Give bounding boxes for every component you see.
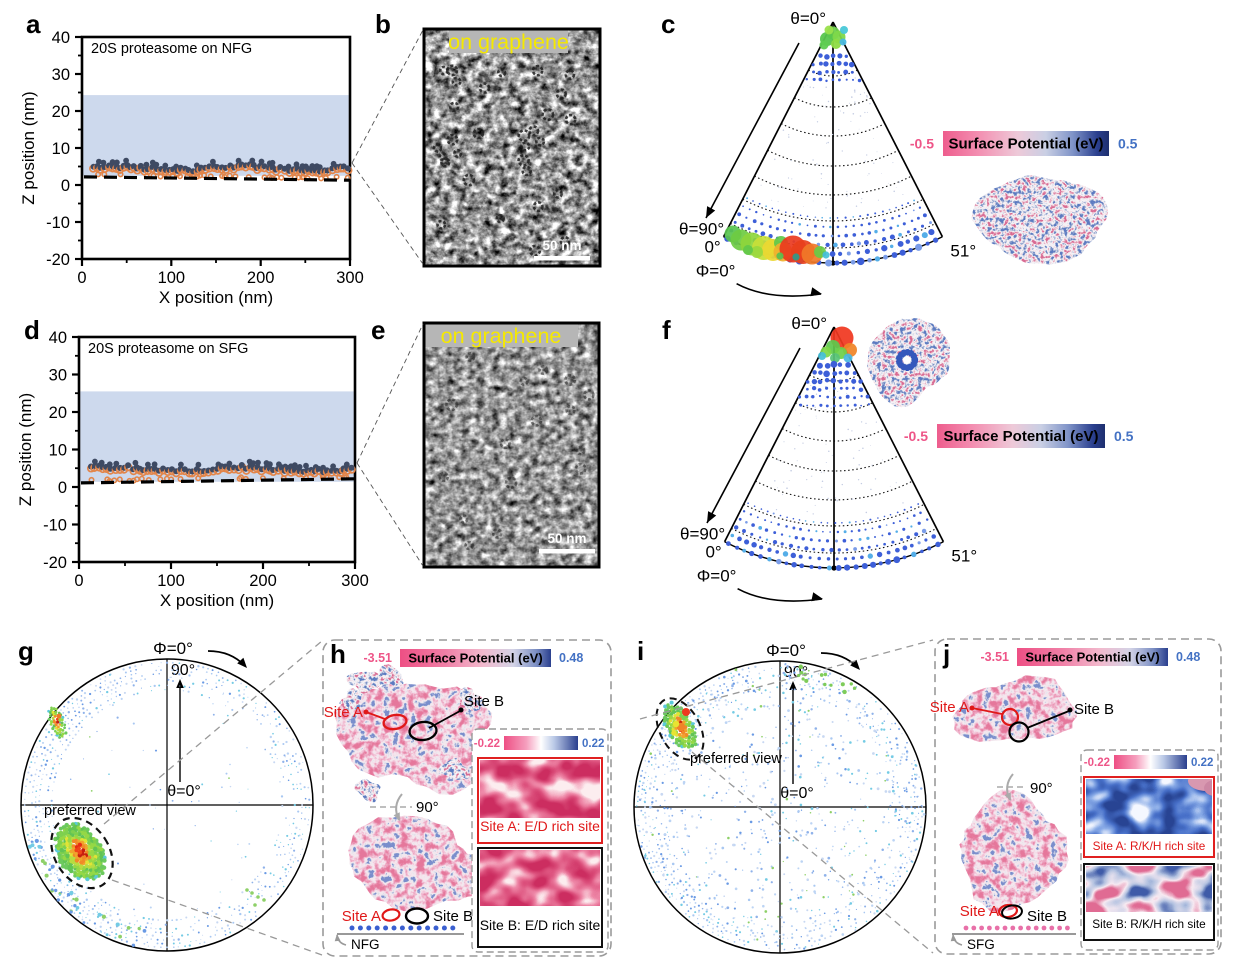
svg-text:100: 100	[158, 269, 186, 287]
svg-text:i: i	[637, 636, 644, 666]
svg-text:Site A: Site A	[930, 699, 969, 716]
svg-text:-3.51: -3.51	[981, 650, 1010, 664]
svg-text:-0.22: -0.22	[474, 738, 500, 750]
svg-text:Site B: Site B	[1074, 701, 1114, 718]
svg-text:Site B: Site B	[464, 693, 504, 710]
svg-text:Z position (nm): Z position (nm)	[16, 393, 35, 506]
svg-text:0.48: 0.48	[559, 651, 583, 665]
svg-text:0.22: 0.22	[1191, 757, 1213, 769]
svg-text:30: 30	[52, 66, 70, 84]
svg-text:90°: 90°	[171, 662, 195, 679]
svg-text:θ=0°: θ=0°	[780, 785, 814, 802]
svg-text:-0.5: -0.5	[910, 136, 934, 152]
svg-text:51°: 51°	[951, 547, 977, 566]
svg-text:Surface Potential (eV): Surface Potential (eV)	[948, 136, 1103, 153]
svg-text:-0.22: -0.22	[1084, 757, 1110, 769]
svg-text:300: 300	[341, 572, 369, 590]
svg-text:Site B: Site B	[1027, 908, 1067, 925]
svg-text:30: 30	[49, 367, 67, 385]
svg-text:j: j	[942, 639, 950, 669]
svg-text:-20: -20	[43, 554, 67, 572]
svg-text:Φ=0°: Φ=0°	[696, 262, 736, 281]
svg-text:Surface Potential (eV): Surface Potential (eV)	[943, 428, 1098, 445]
svg-text:X position (nm): X position (nm)	[159, 288, 273, 307]
svg-text:NFG: NFG	[351, 937, 380, 952]
svg-text:SFG: SFG	[967, 937, 995, 952]
svg-text:X position (nm): X position (nm)	[160, 591, 274, 610]
svg-text:10: 10	[49, 442, 67, 460]
svg-text:0°: 0°	[704, 238, 720, 257]
svg-text:0: 0	[74, 572, 83, 590]
svg-text:0°: 0°	[705, 543, 721, 562]
svg-text:40: 40	[49, 329, 67, 347]
svg-text:on graphene: on graphene	[441, 324, 562, 348]
svg-text:20: 20	[49, 404, 67, 422]
svg-text:Surface Potential (eV): Surface Potential (eV)	[1025, 650, 1159, 665]
svg-text:Site A: Site A	[960, 903, 999, 920]
svg-text:20: 20	[52, 103, 70, 121]
svg-text:θ=0°: θ=0°	[167, 783, 201, 800]
svg-text:g: g	[18, 636, 34, 666]
svg-text:0.5: 0.5	[1118, 136, 1138, 152]
svg-text:20S proteasome on NFG: 20S proteasome on NFG	[91, 41, 252, 57]
svg-text:90°: 90°	[416, 799, 439, 816]
svg-text:200: 200	[249, 572, 277, 590]
svg-text:0: 0	[77, 269, 86, 287]
svg-text:preferred view: preferred view	[44, 803, 136, 819]
svg-text:θ=90°: θ=90°	[679, 220, 724, 239]
svg-text:90°: 90°	[1030, 780, 1053, 797]
svg-text:c: c	[661, 9, 675, 39]
svg-text:f: f	[662, 315, 671, 345]
svg-text:-0.5: -0.5	[904, 428, 928, 444]
svg-text:Φ=0°: Φ=0°	[697, 567, 737, 586]
svg-text:Φ=0°: Φ=0°	[766, 641, 806, 660]
svg-text:Surface Potential (eV): Surface Potential (eV)	[408, 651, 542, 666]
svg-text:20S proteasome on SFG: 20S proteasome on SFG	[88, 341, 248, 357]
svg-text:b: b	[375, 9, 391, 39]
svg-text:θ=0°: θ=0°	[791, 314, 827, 333]
svg-text:Site A: R/K/H rich site: Site A: R/K/H rich site	[1093, 839, 1206, 853]
svg-text:0: 0	[58, 479, 67, 497]
svg-text:51°: 51°	[950, 242, 976, 261]
svg-text:-3.51: -3.51	[364, 651, 393, 665]
svg-text:preferred view: preferred view	[690, 751, 782, 767]
svg-text:50 nm: 50 nm	[547, 531, 586, 546]
svg-text:40: 40	[52, 29, 70, 47]
svg-text:e: e	[371, 315, 385, 345]
svg-text:Site A: Site A	[342, 908, 381, 925]
svg-text:h: h	[330, 639, 346, 669]
svg-text:d: d	[24, 315, 40, 345]
svg-text:Z position (nm): Z position (nm)	[19, 91, 38, 204]
svg-text:200: 200	[247, 269, 275, 287]
svg-text:Site B: Site B	[433, 908, 473, 925]
svg-text:50 nm: 50 nm	[542, 238, 581, 253]
svg-text:-20: -20	[46, 251, 70, 269]
svg-text:θ=90°: θ=90°	[680, 525, 725, 544]
svg-text:0.5: 0.5	[1114, 428, 1134, 444]
svg-text:Site B: E/D rich site: Site B: E/D rich site	[480, 917, 601, 933]
svg-text:on graphene: on graphene	[448, 30, 569, 54]
svg-text:Site A: E/D rich site: Site A: E/D rich site	[480, 818, 600, 834]
svg-text:10: 10	[52, 140, 70, 158]
svg-text:Site B: R/K/H rich site: Site B: R/K/H rich site	[1092, 917, 1206, 931]
svg-text:0.48: 0.48	[1176, 650, 1200, 664]
svg-text:Site A: Site A	[324, 704, 363, 721]
svg-text:-10: -10	[46, 214, 70, 232]
svg-text:a: a	[26, 9, 41, 39]
svg-text:-10: -10	[43, 517, 67, 535]
svg-text:0: 0	[61, 177, 70, 195]
svg-text:300: 300	[336, 269, 364, 287]
svg-text:0.22: 0.22	[582, 738, 604, 750]
svg-text:Φ=0°: Φ=0°	[153, 639, 193, 658]
svg-text:θ=0°: θ=0°	[790, 9, 826, 28]
svg-text:100: 100	[157, 572, 185, 590]
